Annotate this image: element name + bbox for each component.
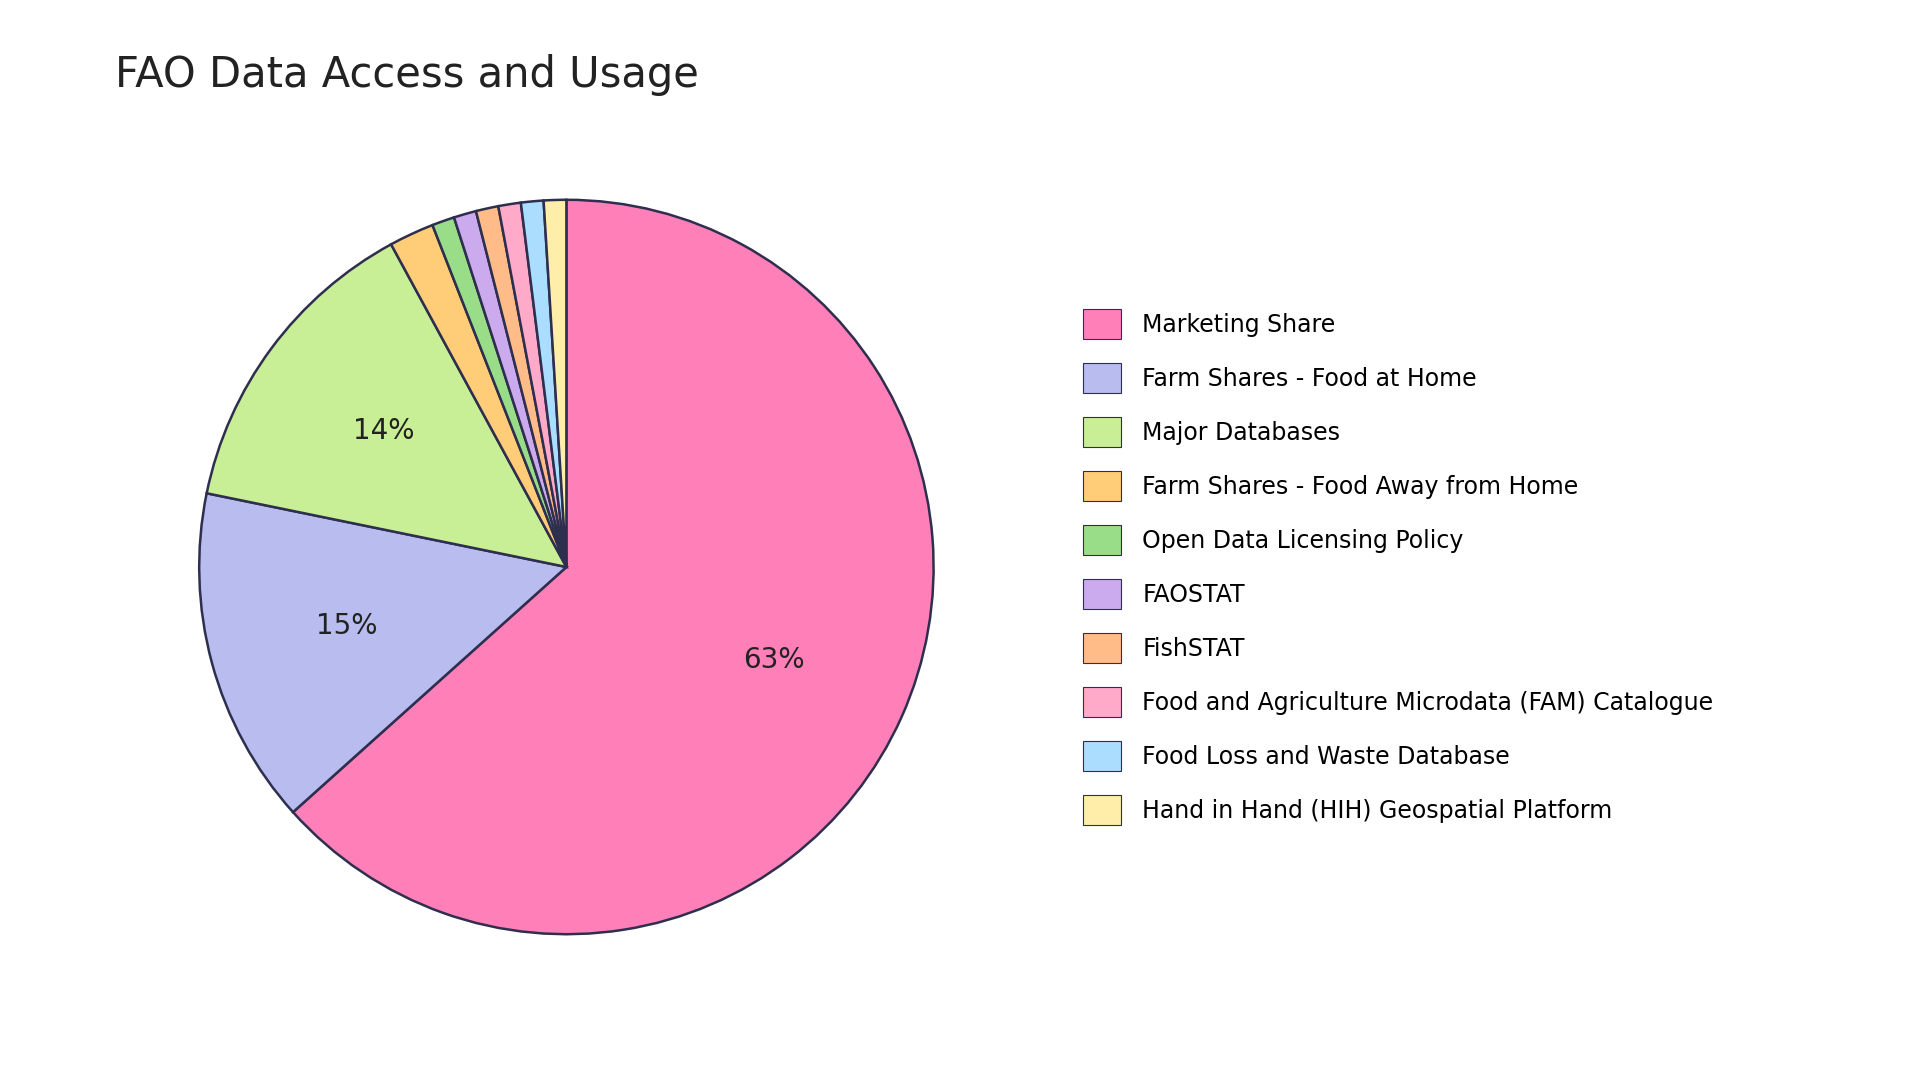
Legend: Marketing Share, Farm Shares - Food at Home, Major Databases, Farm Shares - Food: Marketing Share, Farm Shares - Food at H… [1083,309,1713,825]
Wedge shape [200,494,566,812]
Wedge shape [392,225,566,567]
Wedge shape [453,211,566,567]
Wedge shape [476,206,566,567]
Text: 14%: 14% [353,418,415,445]
Wedge shape [543,200,566,567]
Wedge shape [432,217,566,567]
Wedge shape [207,244,566,567]
Text: 63%: 63% [743,646,804,674]
Text: FAO Data Access and Usage: FAO Data Access and Usage [115,54,699,96]
Text: 15%: 15% [317,612,378,640]
Wedge shape [294,200,933,934]
Wedge shape [520,201,566,567]
Wedge shape [499,203,566,567]
